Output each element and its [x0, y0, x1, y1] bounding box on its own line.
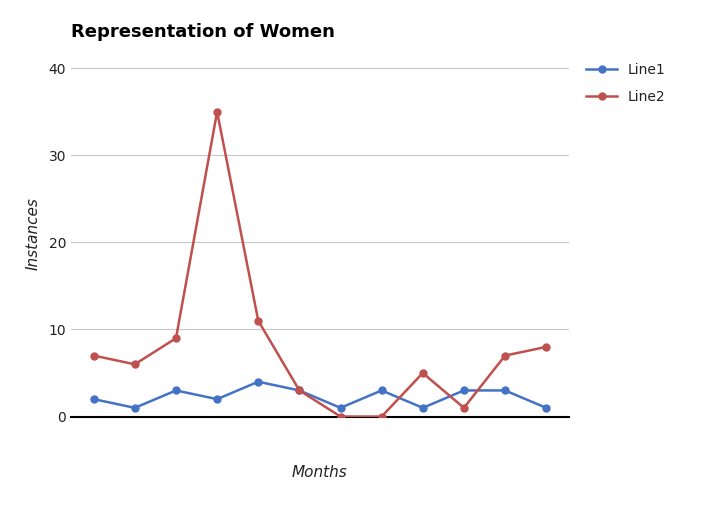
Line: Line2: Line2 [90, 108, 550, 420]
Line2 [131, 361, 139, 367]
Line1 [336, 405, 345, 411]
Line2 [90, 353, 98, 359]
Line2 [254, 318, 262, 324]
Line: Line1: Line1 [90, 378, 550, 411]
Legend: Line1, Line2: Line1, Line2 [581, 58, 671, 109]
X-axis label: Months: Months [292, 465, 348, 480]
Line1 [542, 405, 550, 411]
Line1 [172, 388, 181, 394]
Line2 [501, 353, 509, 359]
Line2 [419, 370, 427, 376]
Text: Representation of Women: Representation of Women [71, 23, 335, 41]
Line2 [295, 388, 304, 394]
Line1 [419, 405, 427, 411]
Line2 [172, 335, 181, 341]
Line1 [295, 388, 304, 394]
Y-axis label: Instances: Instances [26, 197, 41, 270]
Line1 [213, 396, 221, 402]
Line2 [542, 344, 550, 350]
Line1 [459, 388, 468, 394]
Line1 [378, 388, 386, 394]
Line1 [131, 405, 139, 411]
Line2 [336, 414, 345, 420]
Line2 [459, 405, 468, 411]
Line1 [501, 388, 509, 394]
Line2 [378, 414, 386, 420]
Line2 [213, 109, 221, 115]
Line1 [90, 396, 98, 402]
Line1 [254, 378, 262, 385]
